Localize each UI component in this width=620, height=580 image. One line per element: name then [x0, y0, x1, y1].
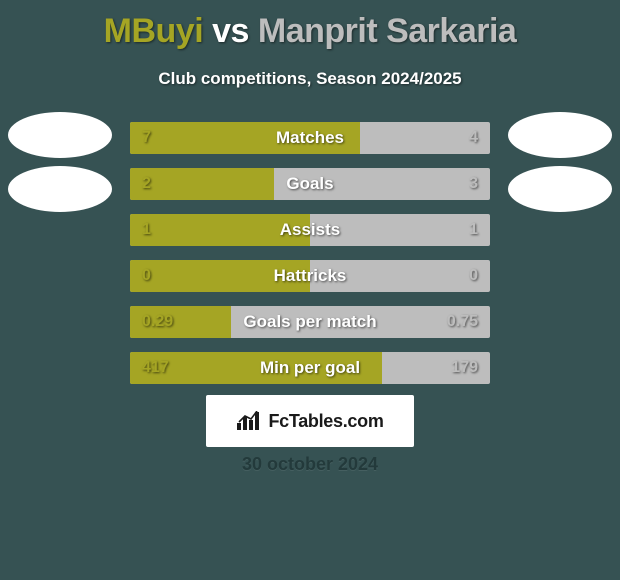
stat-value-right: 1: [469, 214, 478, 246]
player-right-avatar-placeholder: [508, 112, 612, 158]
stat-row: Matches7 4: [130, 122, 490, 154]
stat-label: Min per goal: [130, 352, 490, 384]
stat-value-right: 4: [469, 122, 478, 154]
stat-row: Min per goal417 179: [130, 352, 490, 384]
source-badge: FcTables.com: [206, 395, 414, 447]
avatar-column-left: [0, 112, 120, 220]
club-left-avatar-placeholder: [8, 166, 112, 212]
stat-label: Matches: [130, 122, 490, 154]
stat-row: Goals per match0.29 0.75: [130, 306, 490, 338]
stat-value-right: 0: [469, 260, 478, 292]
title-player-right: Manprit Sarkaria: [258, 12, 516, 50]
stat-value-right: 3: [469, 168, 478, 200]
stat-label: Assists: [130, 214, 490, 246]
title-vs: vs: [203, 12, 258, 50]
stat-value-right: 0.75: [447, 306, 478, 338]
stat-value-left: 1: [142, 214, 151, 246]
stat-value-left: 7: [142, 122, 151, 154]
avatar-column-right: [500, 112, 620, 220]
stat-label: Goals per match: [130, 306, 490, 338]
stat-value-left: 417: [142, 352, 169, 384]
stat-label: Goals: [130, 168, 490, 200]
stat-value-right: 179: [451, 352, 478, 384]
stats-rows: Matches7 4 Goals2 3 Assists1 1 Hattricks0 0 Goal…: [130, 122, 490, 398]
bar-chart-icon: [236, 411, 262, 431]
stat-row: Hattricks0 0: [130, 260, 490, 292]
source-badge-text: FcTables.com: [268, 411, 383, 432]
title-player-left: MBuyi: [104, 12, 204, 50]
stat-label: Hattricks: [130, 260, 490, 292]
stat-row: Assists1 1: [130, 214, 490, 246]
stat-row: Goals2 3: [130, 168, 490, 200]
player-left-avatar-placeholder: [8, 112, 112, 158]
club-right-avatar-placeholder: [508, 166, 612, 212]
stat-value-left: 0.29: [142, 306, 173, 338]
subtitle: Club competitions, Season 2024/2025: [0, 69, 620, 89]
stat-value-left: 0: [142, 260, 151, 292]
page-title: MBuyi vs Manprit Sarkaria: [0, 0, 620, 51]
footer-date: 30 october 2024: [0, 454, 620, 475]
stat-value-left: 2: [142, 168, 151, 200]
